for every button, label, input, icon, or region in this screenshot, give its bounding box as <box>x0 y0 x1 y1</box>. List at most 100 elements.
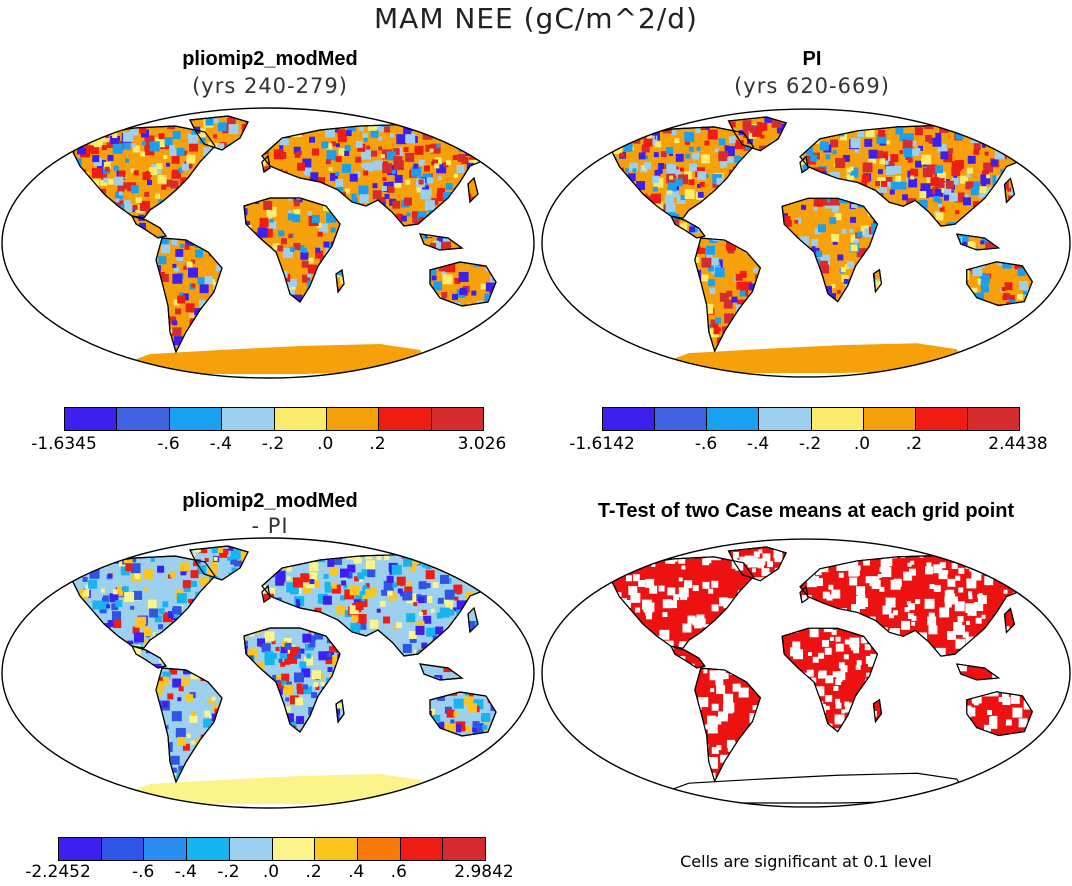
grid-cell <box>49 652 57 660</box>
grid-cell <box>87 631 93 637</box>
grid-cell <box>39 604 49 614</box>
grid-cell <box>734 331 741 338</box>
grid-cell <box>218 771 225 778</box>
grid-cell <box>31 764 40 773</box>
grid-cell <box>133 170 139 176</box>
grid-cell <box>666 270 674 278</box>
grid-cell <box>743 281 752 290</box>
grid-cell <box>393 156 403 166</box>
grid-cell <box>206 584 212 590</box>
grid-cell <box>917 294 928 305</box>
grid-cell <box>45 576 49 580</box>
grid-cell <box>656 647 665 656</box>
grid-cell <box>50 216 60 226</box>
grid-cell <box>953 326 964 337</box>
grid-cell <box>77 635 86 644</box>
grid-cell <box>343 748 354 758</box>
grid-cell <box>692 585 699 592</box>
grid-cell <box>406 613 416 623</box>
grid-cell <box>602 142 606 146</box>
grid-cell <box>363 585 367 590</box>
grid-cell <box>465 645 471 651</box>
grid-cell <box>89 568 100 579</box>
grid-cell <box>763 763 769 769</box>
panel1-title: pliomip2_modMed <box>182 48 358 70</box>
grid-cell <box>823 623 833 633</box>
grid-cell <box>969 221 977 229</box>
panel4-map <box>541 538 1071 808</box>
grid-cell <box>739 270 747 278</box>
grid-cell <box>592 191 598 197</box>
grid-cell <box>83 704 90 711</box>
grid-cell <box>335 205 340 210</box>
grid-cell <box>244 586 251 593</box>
grid-cell <box>395 717 404 726</box>
grid-cell <box>227 763 237 773</box>
grid-cell <box>84 235 95 246</box>
grid-cell <box>97 665 105 673</box>
grid-cell <box>255 685 259 689</box>
grid-cell <box>503 604 509 610</box>
grid-cell <box>365 726 370 731</box>
grid-cell <box>41 714 50 723</box>
grid-cell <box>704 140 710 146</box>
grid-cell <box>400 311 407 318</box>
grid-cell <box>275 740 284 749</box>
grid-cell <box>742 120 752 130</box>
grid-cell <box>91 209 97 216</box>
grid-cell <box>31 694 38 701</box>
grid-cell <box>818 652 825 659</box>
grid-cell <box>835 643 844 652</box>
grid-cell <box>609 640 614 650</box>
grid-cell <box>183 213 194 224</box>
grid-cell <box>121 743 130 752</box>
grid-cell <box>411 166 422 177</box>
grid-cell <box>851 331 862 342</box>
grid-cell <box>466 219 476 229</box>
grid-cell <box>107 154 114 161</box>
grid-cell <box>128 716 134 722</box>
grid-cell <box>149 167 158 176</box>
grid-cell <box>92 155 100 163</box>
grid-cell <box>472 209 477 214</box>
grid-cell <box>905 229 913 237</box>
grid-cell <box>459 193 465 199</box>
grid-cell <box>31 588 39 596</box>
grid-cell <box>247 648 258 659</box>
grid-cell <box>43 330 48 335</box>
grid-cell <box>864 228 874 238</box>
grid-cell <box>78 218 84 224</box>
grid-cell <box>90 272 97 279</box>
grid-cell <box>609 566 611 572</box>
grid-cell <box>481 622 490 631</box>
grid-cell <box>445 129 454 138</box>
grid-cell <box>777 330 784 337</box>
grid-cell <box>698 737 705 744</box>
grid-cell <box>835 158 846 168</box>
grid-cell <box>689 226 696 233</box>
grid-cell <box>349 303 357 311</box>
grid-cell <box>889 209 894 214</box>
grid-cell <box>664 659 675 670</box>
grid-cell <box>95 636 106 647</box>
grid-cell <box>70 561 76 572</box>
grid-cell <box>280 646 288 653</box>
grid-cell <box>217 218 227 228</box>
grid-cell <box>1037 213 1042 218</box>
grid-cell <box>317 177 325 186</box>
grid-cell <box>144 191 150 197</box>
grid-cell <box>127 295 132 301</box>
grid-cell <box>708 206 718 216</box>
grid-cell <box>918 145 924 151</box>
grid-cell <box>127 734 136 743</box>
grid-cell <box>41 173 48 180</box>
grid-cell <box>250 251 255 256</box>
grid-cell <box>609 751 611 759</box>
grid-cell <box>772 175 780 183</box>
grid-cell <box>320 738 326 744</box>
grid-cell <box>227 647 238 658</box>
grid-cell <box>85 584 91 590</box>
grid-cell <box>57 562 61 566</box>
grid-cell <box>782 245 790 253</box>
grid-cell <box>411 708 417 714</box>
